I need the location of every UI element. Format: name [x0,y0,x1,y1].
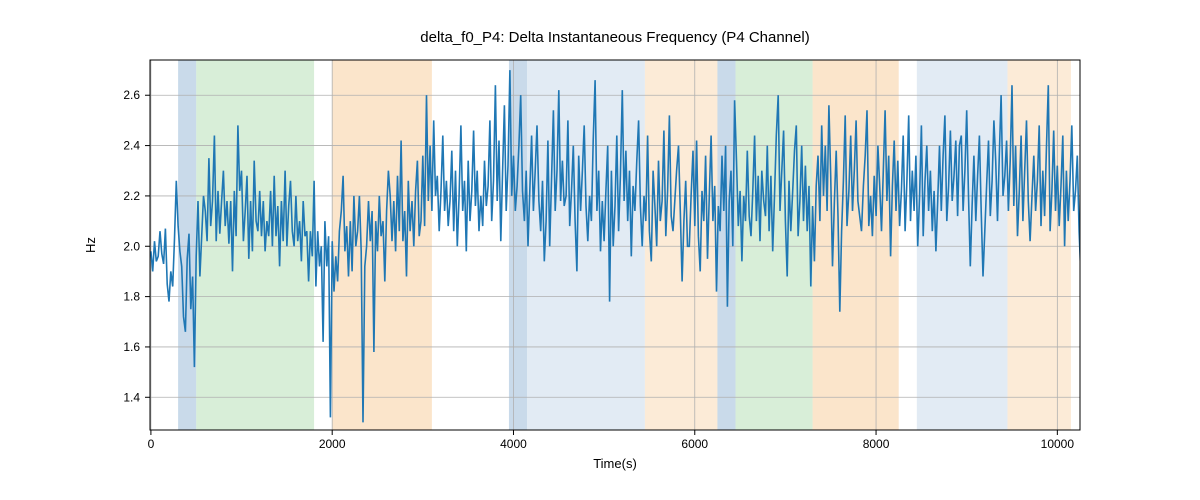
x-tick-label: 0 [148,437,155,451]
y-tick-label: 2.6 [123,88,140,102]
event-band [736,60,813,430]
y-tick-label: 1.6 [123,340,140,354]
x-tick-label: 8000 [863,437,890,451]
event-band [178,60,196,430]
event-band [1007,60,1070,430]
y-tick-label: 2.4 [123,139,140,153]
x-tick-label: 4000 [500,437,527,451]
y-tick-label: 1.4 [123,390,140,404]
y-tick-label: 2.0 [123,239,140,253]
chart-container: 0 2000 4000 6000 8000 10000 1.4 1.6 1.8 2.0 2.2 2.4… [0,0,1200,500]
chart-title: delta_f0_P4: Delta Instantaneous Frequen… [420,29,809,46]
event-band [196,60,314,430]
y-tick-label: 2.2 [123,189,140,203]
line-chart: 0 2000 4000 6000 8000 10000 1.4 1.6 1.8 2.0 2.2 2.4… [0,0,1200,500]
x-axis-label: Time(s) [593,456,637,471]
event-band [509,60,527,430]
y-axis-label: Hz [83,237,98,253]
event-band [917,60,1008,430]
x-tick-label: 6000 [681,437,708,451]
x-tick-label: 2000 [319,437,346,451]
y-tick-label: 1.8 [123,290,140,304]
x-tick-label: 10000 [1041,437,1075,451]
